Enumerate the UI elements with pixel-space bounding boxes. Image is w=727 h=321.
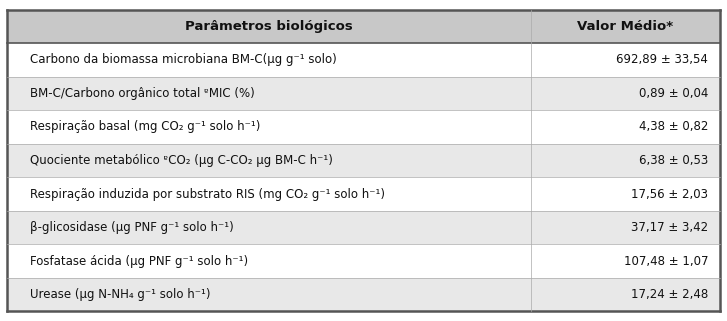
Bar <box>7 278 720 311</box>
Text: 4,38 ± 0,82: 4,38 ± 0,82 <box>639 120 708 134</box>
Text: 107,48 ± 1,07: 107,48 ± 1,07 <box>624 255 708 268</box>
Text: 6,38 ± 0,53: 6,38 ± 0,53 <box>639 154 708 167</box>
Text: 0,89 ± 0,04: 0,89 ± 0,04 <box>639 87 708 100</box>
Text: Carbono da biomassa microbiana BM-C(μg g⁻¹ solo): Carbono da biomassa microbiana BM-C(μg g… <box>30 53 337 66</box>
Bar <box>7 144 720 177</box>
Bar <box>7 10 720 43</box>
Bar <box>7 43 720 77</box>
Text: Respiração induzida por substrato RIS (mg CO₂ g⁻¹ solo h⁻¹): Respiração induzida por substrato RIS (m… <box>30 187 385 201</box>
Text: Urease (μg N-NH₄ g⁻¹ solo h⁻¹): Urease (μg N-NH₄ g⁻¹ solo h⁻¹) <box>30 288 211 301</box>
Bar <box>7 77 720 110</box>
Text: 692,89 ± 33,54: 692,89 ± 33,54 <box>616 53 708 66</box>
Text: Parâmetros biológicos: Parâmetros biológicos <box>185 20 353 33</box>
Text: Fosfatase ácida (μg PNF g⁻¹ solo h⁻¹): Fosfatase ácida (μg PNF g⁻¹ solo h⁻¹) <box>30 255 248 268</box>
Bar <box>7 211 720 244</box>
Text: 37,17 ± 3,42: 37,17 ± 3,42 <box>631 221 708 234</box>
Text: BM-C/Carbono orgânico total ᵄMIC (%): BM-C/Carbono orgânico total ᵄMIC (%) <box>30 87 255 100</box>
Text: 17,24 ± 2,48: 17,24 ± 2,48 <box>631 288 708 301</box>
Text: 17,56 ± 2,03: 17,56 ± 2,03 <box>631 187 708 201</box>
Text: Quociente metabólico ᵄCO₂ (μg C-CO₂ μg BM-C h⁻¹): Quociente metabólico ᵄCO₂ (μg C-CO₂ μg B… <box>30 154 333 167</box>
Text: Valor Médio*: Valor Médio* <box>577 20 673 33</box>
Bar <box>7 110 720 144</box>
Text: Respiração basal (mg CO₂ g⁻¹ solo h⁻¹): Respiração basal (mg CO₂ g⁻¹ solo h⁻¹) <box>30 120 260 134</box>
Text: β-glicosidase (μg PNF g⁻¹ solo h⁻¹): β-glicosidase (μg PNF g⁻¹ solo h⁻¹) <box>30 221 234 234</box>
Bar <box>7 177 720 211</box>
Bar <box>7 244 720 278</box>
